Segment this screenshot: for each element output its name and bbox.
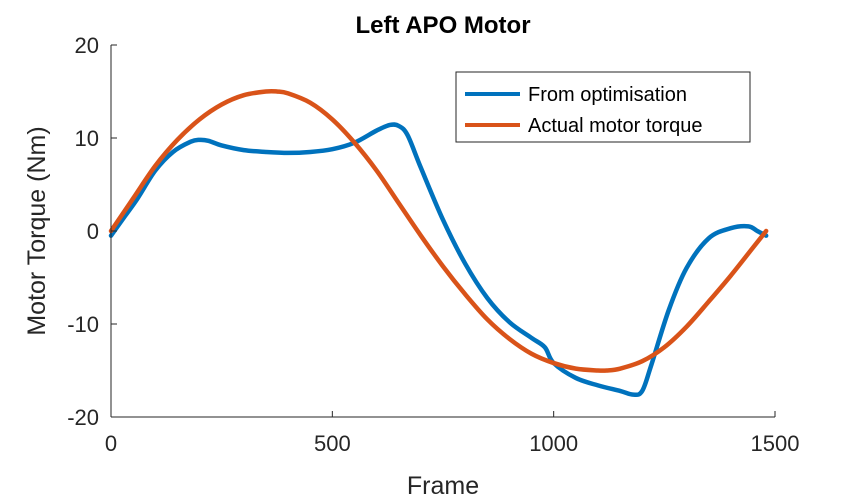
series-layer xyxy=(108,88,769,398)
y-tick-label: -20 xyxy=(67,405,99,430)
x-tick-label: 0 xyxy=(105,431,117,456)
series-line-from-optimisation xyxy=(108,122,769,398)
series-line-actual-motor-torque xyxy=(108,88,769,373)
x-tick-label: 1500 xyxy=(751,431,800,456)
legend-label-actual-motor-torque: Actual motor torque xyxy=(528,115,703,137)
legend: From optimisation Actual motor torque xyxy=(455,71,751,143)
axes-layer: 0 500 1000 1500 -20 -10 0 10 20 xyxy=(67,33,799,456)
legend-box xyxy=(455,71,751,143)
x-tick-label: 1000 xyxy=(529,431,578,456)
chart-title: Left APO Motor xyxy=(355,12,530,39)
y-tick-label: 20 xyxy=(75,33,99,58)
legend-label-from-optimisation: From optimisation xyxy=(528,84,687,106)
y-tick-label: -10 xyxy=(67,312,99,337)
x-axis-label: Frame xyxy=(407,472,479,500)
y-tick-label: 10 xyxy=(75,126,99,151)
y-axis-label: Motor Torque (Nm) xyxy=(23,126,51,335)
y-tick-label: 0 xyxy=(87,219,99,244)
x-tick-label: 500 xyxy=(314,431,351,456)
